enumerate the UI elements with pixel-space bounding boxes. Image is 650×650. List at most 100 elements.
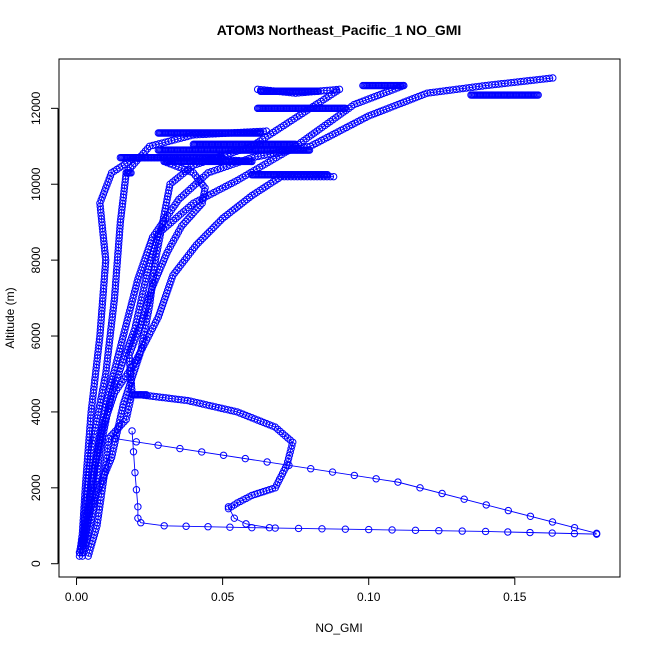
data-point: [207, 168, 215, 176]
y-tick-label: 4000: [29, 398, 43, 425]
data-point: [210, 166, 218, 175]
data-point: [223, 210, 232, 219]
data-point: [481, 527, 490, 536]
data-point: [143, 145, 152, 153]
data-point: [265, 523, 274, 532]
data-point: [213, 165, 222, 174]
y-tick-label: 2000: [29, 474, 43, 501]
data-point: [592, 530, 601, 538]
data-point: [214, 219, 222, 227]
data-point: [271, 524, 279, 532]
data-point: [187, 184, 195, 193]
data-point: [201, 232, 209, 240]
data-point: [416, 484, 424, 492]
data-point: [365, 525, 373, 534]
data-point: [128, 161, 137, 170]
data-point: [233, 203, 241, 211]
data-point: [235, 201, 244, 209]
data-point: [182, 522, 190, 530]
data-point: [218, 214, 227, 223]
data-point: [179, 191, 188, 199]
y-tick-label: 8000: [29, 246, 43, 273]
data-point: [285, 451, 294, 459]
data-point: [184, 203, 193, 212]
data-point: [274, 425, 282, 433]
level-run-point: [341, 104, 349, 113]
data-point: [294, 524, 303, 533]
data-point: [131, 468, 139, 477]
data-point: [172, 214, 180, 223]
data-point: [271, 423, 279, 431]
x-tick-label: 0.05: [211, 590, 235, 604]
data-point: [231, 205, 239, 213]
data-point: [394, 478, 402, 486]
data-point: [204, 169, 212, 177]
level-run-point: [305, 146, 314, 154]
x-axis-label: NO_GMI: [315, 621, 362, 635]
data-point: [438, 489, 446, 498]
data-point: [210, 223, 218, 231]
plot-frame: [58, 58, 621, 578]
level-run-point: [142, 391, 151, 399]
data-point: [242, 520, 250, 528]
data-point: [504, 506, 513, 515]
data-point: [190, 208, 198, 217]
data-point: [411, 526, 420, 535]
data-point: [175, 195, 183, 204]
data-point: [263, 458, 271, 466]
x-axis: 0.00 0.05 0.10 0.15: [65, 577, 527, 604]
data-point: [182, 217, 190, 226]
data-point: [205, 227, 214, 236]
data-point: [174, 212, 183, 220]
level-run-point: [399, 81, 408, 90]
data-point: [194, 239, 203, 247]
data-point: [200, 187, 209, 195]
data-point: [230, 514, 239, 522]
data-point: [482, 501, 490, 509]
plot-area: [75, 74, 601, 560]
data-point: [307, 465, 315, 473]
data-point: [460, 495, 468, 503]
data-point: [228, 207, 237, 215]
data-point: [285, 461, 293, 470]
data-point: [186, 213, 194, 221]
y-tick-label: 12000: [29, 91, 43, 125]
x-tick-label: 0.10: [357, 590, 381, 604]
data-point: [286, 448, 294, 456]
data-point: [104, 434, 113, 443]
x-tick-label: 0.15: [503, 590, 527, 604]
data-point: [197, 236, 205, 245]
data-point: [204, 523, 212, 531]
data-point: [134, 503, 142, 511]
data-point: [548, 518, 557, 526]
data-point: [276, 427, 284, 436]
data-point: [570, 529, 579, 538]
data-point: [182, 189, 190, 197]
data-point: [189, 182, 198, 190]
data-point: [549, 74, 557, 82]
profile-line: [131, 430, 597, 535]
data-point: [167, 219, 175, 227]
y-axis: 0 2000 4000 6000 8000 10000 12000: [29, 91, 59, 567]
level-run-point: [534, 91, 542, 99]
data-point: [177, 210, 185, 218]
data-point: [184, 186, 193, 195]
data-point: [318, 525, 326, 533]
data-point: [281, 432, 289, 440]
data-point: [284, 434, 292, 442]
data-point: [129, 448, 138, 456]
data-point: [199, 234, 207, 243]
data-point: [504, 528, 512, 536]
data-point: [221, 212, 229, 221]
data-point: [180, 220, 188, 228]
data-point: [182, 206, 190, 214]
data-point: [216, 216, 225, 225]
data-point: [109, 392, 118, 400]
chart-title: ATOM3 Northeast_Pacific_1 NO_GMI: [217, 22, 462, 38]
data-point: [350, 471, 359, 480]
data-point: [526, 512, 535, 520]
level-run-point: [256, 129, 265, 137]
data-point: [201, 171, 210, 179]
data-point: [187, 201, 195, 210]
data-point: [128, 427, 136, 435]
